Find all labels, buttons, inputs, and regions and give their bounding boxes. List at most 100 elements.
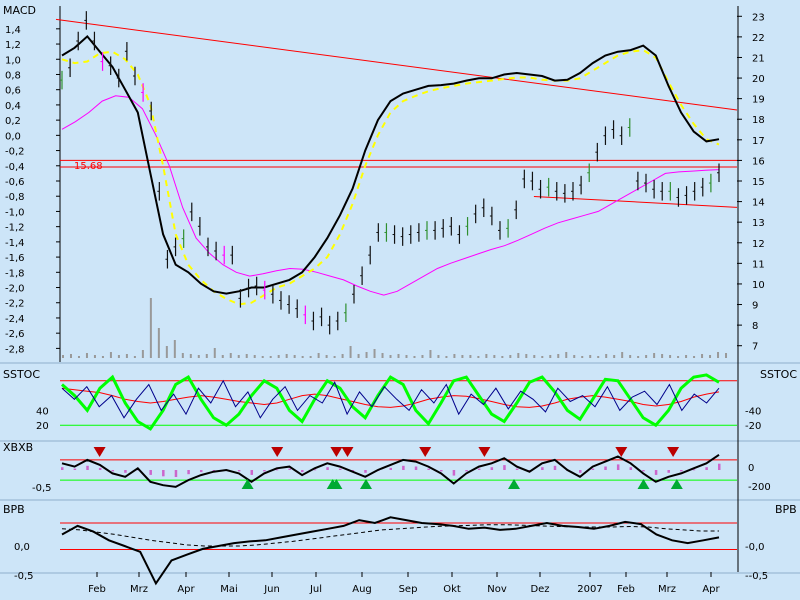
x-tick-label: Feb — [617, 584, 635, 595]
volume-bar — [173, 340, 176, 358]
volume-bar — [317, 353, 320, 358]
volume-bar — [557, 354, 560, 358]
left-tick-label: -0,6 — [5, 177, 25, 188]
volume-bar — [229, 353, 232, 358]
xbxb-hist — [553, 465, 557, 470]
bpb-solid — [61, 516, 720, 586]
right-tick-label: 23 — [752, 12, 765, 23]
left-tick-label: 0,2 — [5, 116, 21, 127]
volume-bar — [437, 355, 440, 358]
x-tick-label: Apr — [177, 584, 195, 595]
xbxb-right-tick: -200 — [748, 482, 771, 493]
volume-bar — [101, 356, 104, 358]
down-arrow — [615, 447, 628, 457]
xbxb-hist — [98, 467, 102, 470]
volume-bar — [605, 354, 608, 358]
left-tick-label: -1,6 — [5, 253, 25, 264]
left-tick-label: 1,4 — [5, 25, 21, 36]
volume-bar — [693, 356, 696, 358]
volume-bar — [117, 355, 120, 358]
xbxb-hist — [389, 467, 392, 470]
down-arrow — [419, 447, 432, 457]
volume-bar — [549, 355, 552, 358]
volume-bar — [509, 355, 512, 358]
down-arrow — [667, 447, 680, 457]
sstoc-left-tick: 40 — [36, 406, 49, 417]
bpb-dashed — [61, 524, 719, 547]
left-tick-label: -2,2 — [5, 299, 25, 310]
volume-bar — [349, 346, 352, 358]
x-tick-label: Sep — [399, 584, 418, 595]
left-tick-label: -2,8 — [5, 344, 25, 355]
x-tick-label: Feb — [88, 584, 106, 595]
volume-bar — [381, 353, 384, 358]
right-tick-label: 15 — [752, 177, 765, 188]
xbxb-hist — [616, 464, 620, 470]
xbxb-hist — [477, 468, 481, 470]
macd-title: MACD — [3, 4, 36, 17]
xbxb-hist — [642, 470, 645, 472]
up-arrow — [241, 479, 254, 489]
xbxb-hist — [288, 468, 291, 470]
panel-bg-0 — [60, 6, 737, 362]
x-tick-label: Jul — [309, 584, 322, 595]
xbxb-left-tick: -0,5 — [32, 483, 52, 494]
right-tick-label: 18 — [752, 115, 765, 126]
volume-bar — [413, 356, 416, 358]
up-arrow — [637, 479, 650, 489]
xbxb-hist — [237, 470, 241, 472]
panel-bg-2 — [60, 442, 737, 499]
xbxb-hist — [111, 470, 115, 472]
left-tick-label: -0,2 — [5, 147, 25, 158]
bpb-right-tick: -0,0 — [745, 542, 765, 553]
x-tick-label: Apr — [702, 584, 720, 595]
right-tick-label: 19 — [752, 95, 765, 106]
volume-bar — [141, 350, 144, 358]
volume-bar — [581, 356, 584, 358]
right-tick-label: 22 — [752, 33, 765, 44]
right-tick-label: 10 — [752, 280, 765, 291]
ma-line — [61, 95, 720, 296]
right-tick-label: 12 — [752, 239, 765, 250]
volume-bar — [653, 353, 656, 358]
x-tick-label: Aug — [352, 584, 372, 595]
volume-bar — [109, 352, 112, 358]
volume-bar — [717, 352, 720, 358]
xbxb-hist — [414, 466, 418, 470]
xbxb-hist — [199, 470, 203, 473]
volume-bar — [597, 356, 600, 358]
volume-bar — [157, 328, 160, 358]
volume-bar — [85, 353, 88, 358]
volume-bar — [237, 355, 240, 358]
xbxb-hist — [187, 470, 190, 475]
volume-bar — [365, 352, 368, 358]
xbxb-hist — [490, 467, 494, 470]
xbxb-line — [61, 453, 720, 488]
left-tick-label: -1,4 — [5, 238, 25, 249]
bpb-title-right: BPB — [775, 503, 797, 516]
volume-bar — [725, 353, 728, 358]
left-tick-label: -1,0 — [5, 207, 25, 218]
volume-bar — [485, 354, 488, 358]
volume-bar — [325, 355, 328, 358]
xbxb-hist — [680, 470, 683, 472]
volume-bar — [645, 355, 648, 358]
xbxb-hist — [541, 467, 544, 470]
right-tick-label: 20 — [752, 74, 765, 85]
volume-bar — [685, 355, 688, 358]
left-tick-label: 0,4 — [5, 101, 21, 112]
xbxb-hist — [452, 470, 456, 476]
x-tick-label: 2007 — [577, 584, 602, 595]
sstoc-blue — [61, 379, 720, 419]
x-tick-label: Mai — [220, 584, 238, 595]
volume-bar — [589, 355, 592, 358]
xbxb-hist — [338, 468, 342, 470]
x-tick-label: Okt — [443, 584, 461, 595]
volume-bar — [285, 354, 288, 358]
volume-bar — [309, 356, 312, 358]
macd-line — [61, 34, 720, 295]
xbxb-hist — [86, 465, 89, 470]
sstoc-title-left: SSTOC — [3, 368, 40, 381]
volume-bar — [493, 355, 496, 358]
generated-elements: Feb Mrz Apr Mai Jun Jul Aug Sep Okt Nov Dez 2007 Feb… — [0, 6, 800, 595]
